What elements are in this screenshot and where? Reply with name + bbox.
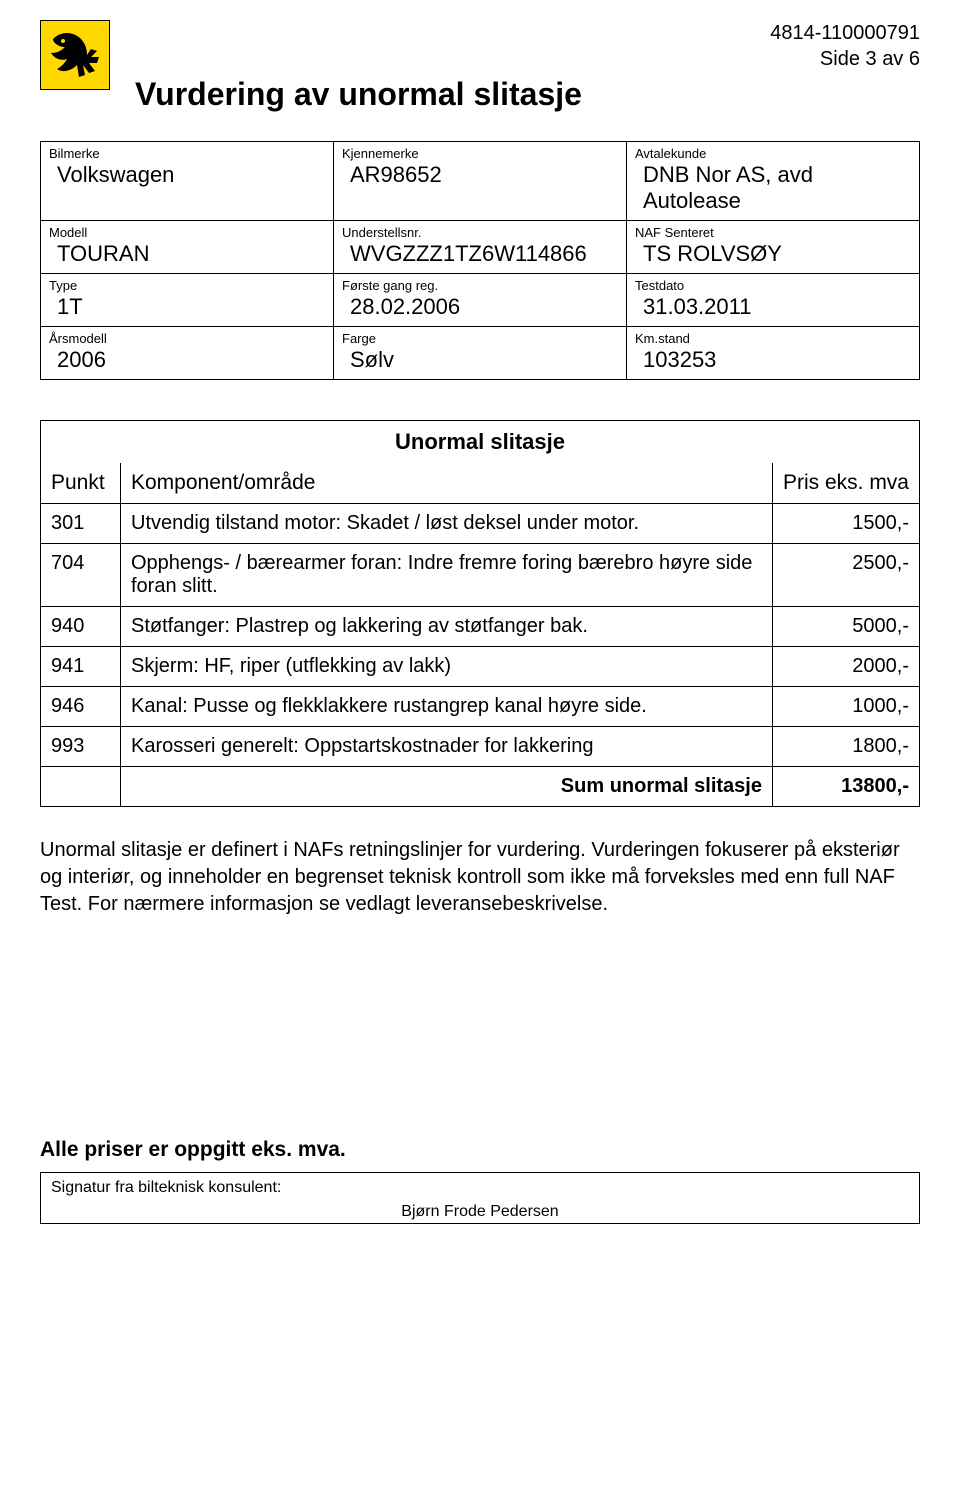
footer: Alle priser er oppgitt eks. mva. Signatu…	[40, 1138, 920, 1224]
info-cell: Type1T	[41, 274, 334, 327]
wear-table: Unormal slitasje Punkt Komponent/område …	[40, 420, 920, 807]
info-label: Avtalekunde	[635, 146, 911, 162]
info-label: Testdato	[635, 278, 911, 294]
info-value: 2006	[49, 347, 325, 373]
table-sum-row: Sum unormal slitasje13800,-	[41, 767, 920, 807]
info-value: Volkswagen	[49, 162, 325, 188]
info-cell: Understellsnr.WVGZZZ1TZ6W114866	[334, 221, 627, 274]
signature-box: Signatur fra bilteknisk konsulent: Bjørn…	[40, 1172, 920, 1224]
sum-label: Sum unormal slitasje	[121, 767, 773, 807]
info-cell: Testdato31.03.2011	[627, 274, 920, 327]
info-cell: Årsmodell2006	[41, 327, 334, 380]
doc-reference: 4814-110000791 Side 3 av 6	[135, 20, 920, 72]
info-cell: ModellTOURAN	[41, 221, 334, 274]
info-value: TOURAN	[49, 241, 325, 267]
info-value: TS ROLVSØY	[635, 241, 911, 267]
cell-punkt: 301	[41, 504, 121, 544]
info-value: AR98652	[342, 162, 618, 188]
info-label: Første gang reg.	[342, 278, 618, 294]
cell-punkt: 704	[41, 544, 121, 607]
info-label: Årsmodell	[49, 331, 325, 347]
doc-page-of: Side 3 av 6	[135, 46, 920, 72]
cell-komponent: Kanal: Pusse og flekklakkere rustangrep …	[121, 687, 773, 727]
table-header-row: Punkt Komponent/område Pris eks. mva	[41, 463, 920, 504]
logo	[40, 20, 110, 90]
cell-komponent: Utvendig tilstand motor: Skadet / løst d…	[121, 504, 773, 544]
footer-note: Alle priser er oppgitt eks. mva.	[40, 1138, 920, 1162]
signature-label: Signatur fra bilteknisk konsulent:	[51, 1179, 909, 1197]
cell-pris: 1000,-	[772, 687, 919, 727]
cell-komponent: Skjerm: HF, riper (utflekking av lakk)	[121, 647, 773, 687]
page-title: Vurdering av unormal slitasje	[135, 76, 920, 113]
cell-pris: 1800,-	[772, 727, 919, 767]
info-value: DNB Nor AS, avd Autolease	[635, 162, 911, 215]
table-caption-row: Unormal slitasje	[41, 421, 920, 464]
table-row: 940Støtfanger: Plastrep og lakkering av …	[41, 607, 920, 647]
info-label: Farge	[342, 331, 618, 347]
sum-empty	[41, 767, 121, 807]
col-header-komponent: Komponent/område	[121, 463, 773, 504]
cell-punkt: 941	[41, 647, 121, 687]
info-label: Understellsnr.	[342, 225, 618, 241]
body-text: Unormal slitasje er definert i NAFs retn…	[40, 837, 920, 918]
doc-ref-number: 4814-110000791	[135, 20, 920, 46]
cell-punkt: 940	[41, 607, 121, 647]
cell-pris: 5000,-	[772, 607, 919, 647]
info-cell: KjennemerkeAR98652	[334, 142, 627, 221]
cell-pris: 2000,-	[772, 647, 919, 687]
info-label: Modell	[49, 225, 325, 241]
info-cell: Første gang reg.28.02.2006	[334, 274, 627, 327]
table-row: 993Karosseri generelt: Oppstartskostnade…	[41, 727, 920, 767]
signature-name: Bjørn Frode Pedersen	[51, 1197, 909, 1221]
title-block: 4814-110000791 Side 3 av 6 Vurdering av …	[135, 20, 920, 113]
info-label: Bilmerke	[49, 146, 325, 162]
info-value: WVGZZZ1TZ6W114866	[342, 241, 618, 267]
sum-value: 13800,-	[772, 767, 919, 807]
cell-pris: 2500,-	[772, 544, 919, 607]
info-cell: Km.stand103253	[627, 327, 920, 380]
info-label: Kjennemerke	[342, 146, 618, 162]
info-value: 103253	[635, 347, 911, 373]
info-value: Sølv	[342, 347, 618, 373]
cell-komponent: Opphengs- / bærearmer foran: Indre fremr…	[121, 544, 773, 607]
col-header-pris: Pris eks. mva	[772, 463, 919, 504]
info-cell: BilmerkeVolkswagen	[41, 142, 334, 221]
table-row: 704Opphengs- / bærearmer foran: Indre fr…	[41, 544, 920, 607]
table-row: 946Kanal: Pusse og flekklakkere rustangr…	[41, 687, 920, 727]
table-row: 301Utvendig tilstand motor: Skadet / løs…	[41, 504, 920, 544]
col-header-punkt: Punkt	[41, 463, 121, 504]
info-value: 28.02.2006	[342, 294, 618, 320]
cell-punkt: 993	[41, 727, 121, 767]
info-value: 31.03.2011	[635, 294, 911, 320]
vehicle-info-grid: BilmerkeVolkswagenKjennemerkeAR98652Avta…	[40, 141, 920, 380]
cell-komponent: Karosseri generelt: Oppstartskostnader f…	[121, 727, 773, 767]
cell-punkt: 946	[41, 687, 121, 727]
header: 4814-110000791 Side 3 av 6 Vurdering av …	[40, 20, 920, 113]
cell-komponent: Støtfanger: Plastrep og lakkering av stø…	[121, 607, 773, 647]
table-caption: Unormal slitasje	[41, 421, 920, 464]
info-cell: NAF SenteretTS ROLVSØY	[627, 221, 920, 274]
info-value: 1T	[49, 294, 325, 320]
info-label: NAF Senteret	[635, 225, 911, 241]
info-cell: AvtalekundeDNB Nor AS, avd Autolease	[627, 142, 920, 221]
cell-pris: 1500,-	[772, 504, 919, 544]
info-label: Type	[49, 278, 325, 294]
info-label: Km.stand	[635, 331, 911, 347]
table-row: 941Skjerm: HF, riper (utflekking av lakk…	[41, 647, 920, 687]
info-cell: FargeSølv	[334, 327, 627, 380]
